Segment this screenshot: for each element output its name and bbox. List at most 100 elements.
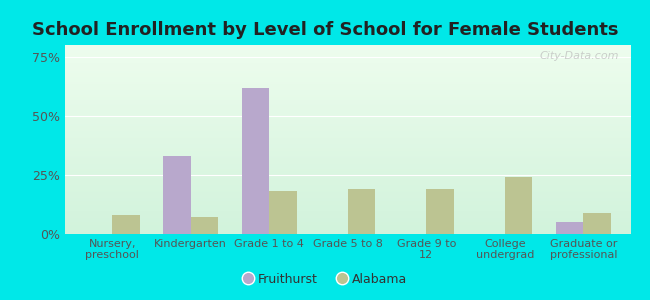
Bar [65, 141, 630, 142]
Bar [65, 214, 630, 215]
Bar [65, 230, 630, 231]
Bar [65, 62, 630, 63]
Bar [65, 145, 630, 146]
Bar [65, 209, 630, 210]
Bar [65, 102, 630, 103]
Bar [163, 156, 190, 234]
Bar [65, 147, 630, 148]
Bar [65, 116, 630, 117]
Bar [65, 131, 630, 132]
Bar [65, 154, 630, 156]
Bar [65, 97, 630, 98]
Bar [65, 159, 630, 160]
Bar [65, 125, 630, 126]
Bar [65, 45, 630, 46]
Bar [65, 172, 630, 173]
Bar [65, 79, 630, 80]
Bar [65, 153, 630, 154]
Bar [65, 139, 630, 140]
Bar [65, 195, 630, 196]
Bar [65, 56, 630, 57]
Bar [65, 224, 630, 226]
Bar [65, 142, 630, 143]
Bar [65, 176, 630, 177]
Bar [65, 140, 630, 141]
Bar [65, 167, 630, 168]
Bar [65, 46, 630, 47]
Bar [65, 98, 630, 99]
Bar [242, 88, 269, 234]
Bar [65, 67, 630, 68]
Bar [65, 179, 630, 180]
Bar [65, 157, 630, 158]
Bar [65, 113, 630, 114]
Bar [348, 189, 375, 234]
Bar [65, 74, 630, 75]
Bar [65, 133, 630, 134]
Bar [65, 183, 630, 184]
Bar [65, 88, 630, 89]
Bar [65, 150, 630, 151]
Bar [65, 184, 630, 185]
Bar [65, 189, 630, 190]
Bar [65, 57, 630, 58]
Bar [65, 196, 630, 197]
Bar [65, 164, 630, 165]
Bar [65, 158, 630, 159]
Bar [65, 50, 630, 51]
Bar [65, 94, 630, 95]
Bar [65, 148, 630, 149]
Bar [65, 156, 630, 157]
Bar [65, 217, 630, 218]
Bar [65, 137, 630, 138]
Bar [65, 180, 630, 181]
Bar [65, 78, 630, 79]
Bar [65, 47, 630, 48]
Bar [65, 65, 630, 66]
Bar [65, 103, 630, 104]
Bar [65, 123, 630, 124]
Bar [65, 90, 630, 91]
Bar [65, 177, 630, 178]
Bar [65, 77, 630, 78]
Bar [65, 191, 630, 192]
Bar [65, 63, 630, 64]
Bar [65, 114, 630, 115]
Bar [65, 190, 630, 191]
Bar [65, 220, 630, 221]
Bar [65, 173, 630, 175]
Bar [65, 216, 630, 217]
Bar [426, 189, 454, 234]
Bar [65, 228, 630, 229]
Bar [65, 200, 630, 201]
Bar [65, 203, 630, 204]
Bar [556, 222, 584, 234]
Bar [65, 210, 630, 211]
Bar [65, 54, 630, 56]
Bar [65, 181, 630, 182]
Bar [65, 71, 630, 72]
Bar [65, 127, 630, 128]
Bar [65, 201, 630, 202]
Bar [65, 85, 630, 86]
Bar [65, 175, 630, 176]
Bar [65, 146, 630, 147]
Bar [65, 134, 630, 135]
Bar [65, 162, 630, 163]
Bar [65, 92, 630, 93]
Bar [65, 202, 630, 203]
Bar [65, 108, 630, 109]
Bar [65, 215, 630, 216]
Bar [190, 218, 218, 234]
Bar [65, 48, 630, 49]
Bar [65, 130, 630, 131]
Bar [65, 163, 630, 164]
Bar [65, 192, 630, 194]
Bar [65, 60, 630, 61]
Text: City-Data.com: City-Data.com [540, 51, 619, 61]
Bar [65, 135, 630, 136]
Bar [65, 227, 630, 228]
Bar [65, 106, 630, 107]
Bar [65, 199, 630, 200]
Bar [65, 149, 630, 150]
